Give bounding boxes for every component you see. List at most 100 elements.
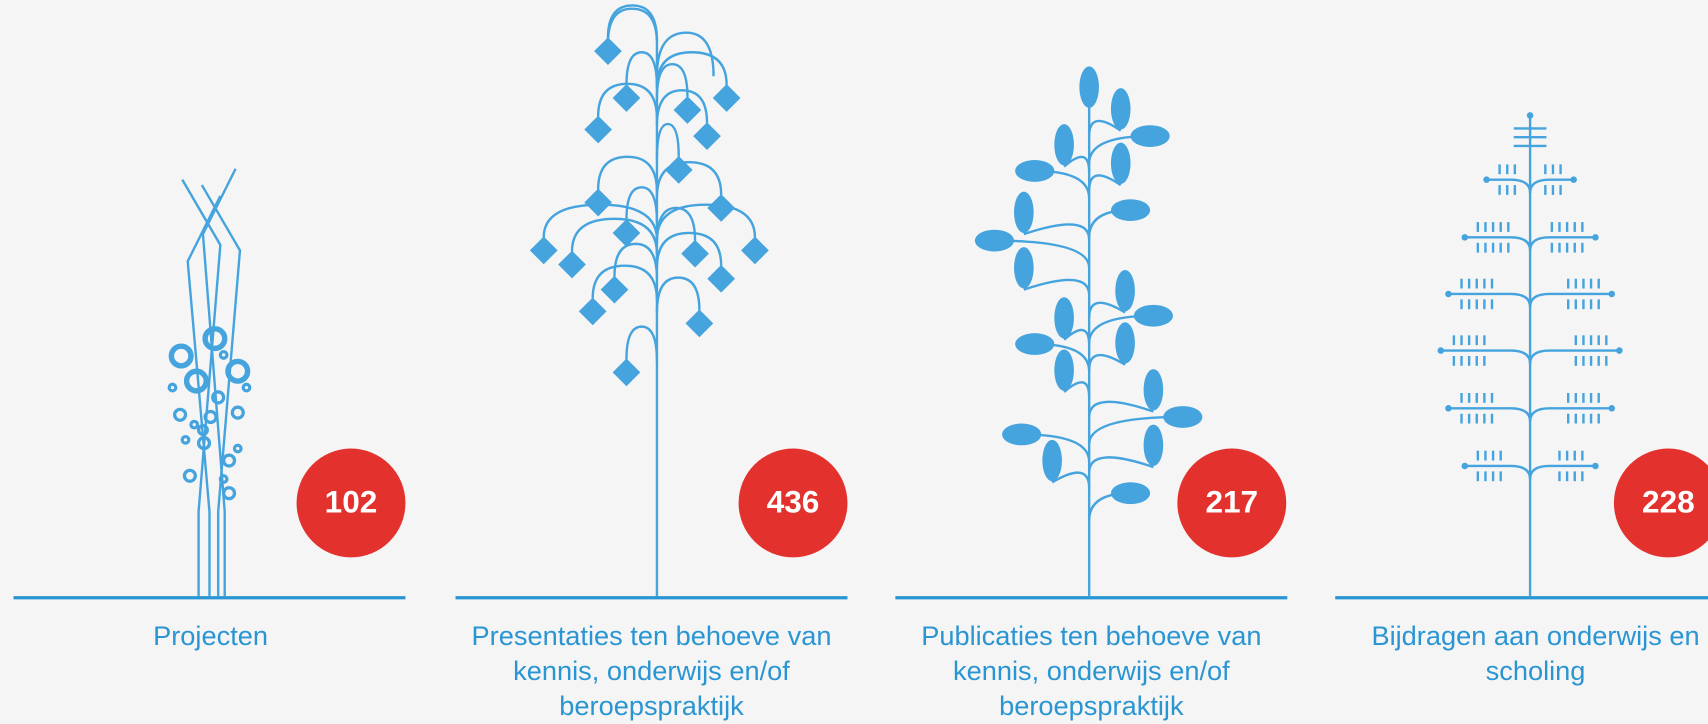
diamond — [613, 84, 641, 112]
diamond — [584, 116, 612, 144]
diamond — [707, 265, 735, 293]
tip — [1608, 291, 1615, 298]
leaf — [1054, 124, 1074, 165]
branch — [1024, 280, 1089, 295]
leaf — [975, 230, 1014, 252]
diamond — [674, 96, 702, 124]
diamond — [686, 309, 714, 337]
tip — [1592, 234, 1599, 241]
diamond — [693, 122, 721, 150]
leaf — [1111, 143, 1131, 184]
leaf — [1111, 482, 1150, 504]
diamond — [601, 276, 629, 304]
leaf — [1115, 322, 1135, 363]
branch — [657, 208, 695, 243]
diamond — [713, 84, 741, 112]
caption-line: scholing — [1486, 655, 1586, 686]
tip — [1445, 405, 1452, 412]
illustrations — [14, 5, 1708, 597]
leaf — [1015, 333, 1054, 355]
branch — [657, 205, 755, 240]
infographic: 102Projecten436Presentaties ten behoeve … — [0, 0, 1708, 724]
branch — [614, 244, 656, 279]
diamond — [558, 251, 586, 279]
leaf — [1054, 349, 1074, 390]
tip — [1616, 347, 1623, 354]
bud — [184, 470, 195, 481]
diamond — [681, 240, 709, 268]
diamond — [613, 358, 641, 386]
branch — [598, 157, 657, 192]
branch — [1530, 466, 1595, 479]
caption-line: Projecten — [153, 620, 268, 651]
branch — [1465, 466, 1530, 479]
diamond — [741, 237, 769, 265]
tip — [1438, 347, 1445, 354]
caption-line: kennis, onderwijs en/of — [513, 655, 790, 686]
count: 228 — [1642, 483, 1695, 519]
tip — [1527, 112, 1534, 119]
branch — [657, 52, 727, 87]
diamond — [594, 37, 622, 65]
tip — [1592, 463, 1599, 470]
leaf — [1144, 425, 1164, 466]
branch — [572, 219, 657, 254]
branch — [657, 124, 679, 159]
count: 102 — [325, 483, 378, 519]
bud — [224, 488, 235, 499]
tip — [1608, 405, 1615, 412]
leaf — [1002, 424, 1041, 446]
branch — [1089, 402, 1153, 417]
caption-line: beroepspraktijk — [999, 690, 1184, 721]
leaf — [1054, 297, 1074, 338]
bud — [243, 384, 250, 391]
diamond — [579, 298, 607, 326]
caption-line: Bijdragen aan onderwijs en — [1371, 620, 1699, 651]
bud — [220, 352, 227, 359]
bud — [171, 346, 191, 366]
leaf — [1079, 66, 1099, 107]
leaf — [1134, 305, 1173, 327]
branch — [1024, 224, 1089, 239]
caption-line: kennis, onderwijs en/of — [953, 655, 1230, 686]
caption-line: Publicaties ten behoeve van — [921, 620, 1261, 651]
branch — [626, 52, 656, 87]
diamond — [665, 156, 693, 184]
branch — [593, 266, 657, 301]
tip — [1483, 176, 1490, 183]
bud — [191, 421, 198, 428]
bud — [232, 407, 243, 418]
bud — [213, 392, 224, 403]
diamond — [584, 189, 612, 217]
leaf — [1042, 440, 1062, 481]
bud — [235, 445, 242, 452]
leaf — [1014, 247, 1034, 288]
branch — [1089, 457, 1153, 472]
leaf — [1163, 406, 1202, 428]
bud — [182, 437, 189, 444]
branch — [1465, 237, 1530, 250]
branch — [608, 5, 657, 40]
bud — [175, 409, 186, 420]
branch — [657, 64, 687, 99]
leaf — [1111, 199, 1150, 221]
bud — [169, 384, 176, 391]
leaf — [1144, 369, 1164, 410]
caption-line: Presentaties ten behoeve van — [472, 620, 832, 651]
bud — [220, 476, 227, 483]
leaf — [1111, 88, 1131, 129]
caption-line: beroepspraktijk — [559, 690, 744, 721]
diamond — [530, 237, 558, 265]
bud — [205, 329, 225, 349]
branch — [1530, 237, 1595, 250]
branch — [626, 187, 656, 222]
tip — [1445, 291, 1452, 298]
branch — [626, 327, 656, 362]
leaf — [1015, 160, 1054, 182]
branch — [657, 278, 699, 313]
tip — [1462, 234, 1469, 241]
tip — [1570, 176, 1577, 183]
tip — [1462, 463, 1469, 470]
count: 217 — [1205, 483, 1258, 519]
